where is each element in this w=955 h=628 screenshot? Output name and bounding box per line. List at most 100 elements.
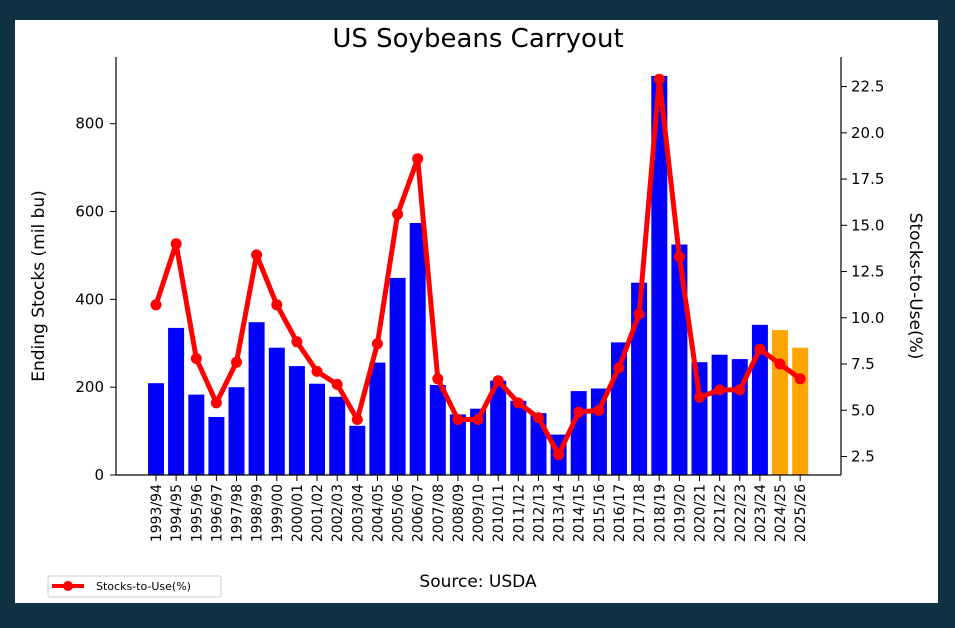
bar-2002/03 (329, 396, 346, 475)
bar-2014/15 (570, 391, 587, 475)
bar-2001/02 (309, 383, 325, 475)
bar-1997/98 (228, 387, 245, 475)
line-point-2012/13 (533, 412, 544, 424)
legend[interactable]: Stocks-to-Use(%) (47, 575, 222, 598)
x-tick-label: 2015/16 (592, 484, 608, 542)
line-point-2013/14 (553, 449, 565, 461)
right-tick-label: 12.5 (851, 263, 884, 281)
bar-2004/05 (369, 362, 386, 475)
bar-2021/22 (711, 354, 728, 475)
bar-2018/19 (651, 75, 668, 476)
line-point-1997/98 (231, 356, 242, 368)
line-point-2006/07 (412, 153, 424, 165)
x-tick-label: 2001/02 (310, 484, 326, 542)
bar-2006/07 (409, 223, 426, 475)
tick-labels: 0 200 400 600 800 2.5 5.0 7.5 10.0 12.5 15.0 17.5 20… (75, 78, 884, 543)
x-tick-label: 1993/94 (149, 484, 165, 542)
right-tick-label: 17.5 (851, 170, 884, 188)
x-tick-label: 2003/04 (350, 484, 366, 542)
line-point-2018/19 (653, 73, 665, 85)
line-point-2004/05 (371, 338, 383, 350)
line-point-1995/96 (190, 353, 202, 364)
x-tick-label: 2008/09 (451, 484, 467, 542)
x-tick-label: 1998/99 (250, 484, 266, 542)
line-point-2000/01 (291, 336, 303, 348)
line-point-2008/09 (452, 414, 464, 425)
legend-label: Stocks-to-Use(%) (96, 580, 191, 593)
line-point-2016/17 (613, 362, 625, 374)
x-tick-label: 2014/15 (572, 484, 588, 542)
line-point-2009/10 (472, 414, 484, 425)
chart-svg: US Soybeans Carryout 0 200 400 600 800 2.5 5.0… (29, 24, 925, 598)
legend-marker-swatch (63, 581, 73, 591)
line-point-1998/99 (251, 249, 263, 261)
x-tick-label: 2012/13 (532, 484, 548, 542)
right-tick-label: 7.5 (851, 355, 875, 373)
right-tick-label: 10.0 (851, 309, 884, 327)
line-point-2025/26 (794, 373, 806, 385)
line-point-2007/08 (432, 373, 444, 385)
bar-2003/04 (349, 425, 366, 475)
x-tick-label: 2017/18 (632, 484, 648, 542)
bar-2020/21 (691, 362, 708, 475)
right-tick-label: 5.0 (851, 401, 875, 419)
x-tick-label: 2020/21 (693, 484, 709, 542)
x-tick-label: 2022/23 (733, 484, 749, 542)
x-tick-label: 2019/20 (672, 484, 688, 542)
bar-2024/25 (772, 330, 788, 475)
y-axis-label-left: Ending Stocks (mil bu) (29, 190, 49, 382)
x-tick-label: 2018/19 (652, 484, 668, 542)
x-tick-label: 2005/06 (391, 484, 407, 542)
chart-title: US Soybeans Carryout (332, 24, 623, 54)
bar-2009/10 (470, 408, 487, 475)
right-tick-label: 2.5 (851, 448, 875, 466)
line-point-2017/18 (633, 308, 645, 320)
x-tick-label: 1999/00 (270, 484, 286, 542)
bar-2025/26 (792, 347, 809, 475)
line-point-2024/25 (774, 358, 786, 370)
bar-2010/11 (490, 380, 507, 475)
line-point-2019/20 (673, 251, 685, 263)
line-point-2003/04 (351, 414, 363, 425)
x-tick-label: 2010/11 (491, 484, 507, 542)
right-tick-label: 22.5 (851, 78, 884, 96)
line-point-2021/22 (714, 384, 726, 396)
legend-box (47, 575, 222, 598)
x-tick-label: 2011/12 (511, 484, 527, 542)
line-point-2022/23 (734, 384, 746, 396)
x-tick-label: 2004/05 (370, 484, 386, 542)
line-point-2020/21 (694, 391, 705, 403)
x-tick-label: 2016/17 (612, 484, 628, 542)
left-tick-label: 800 (75, 115, 104, 133)
x-tick-label: 2009/10 (471, 484, 487, 542)
bar-1996/97 (208, 417, 225, 475)
bar-2011/12 (510, 400, 527, 475)
bar-1995/96 (188, 394, 205, 475)
x-tick-label: 2024/25 (773, 484, 789, 542)
x-tick-label: 1994/95 (169, 484, 185, 542)
x-tick-label: 1997/98 (230, 484, 246, 542)
x-tick-label: 2023/24 (753, 484, 769, 542)
right-tick-label: 20.0 (851, 124, 884, 142)
bar-1993/94 (148, 383, 164, 475)
line-point-2011/12 (512, 397, 524, 409)
bar-2007/08 (429, 385, 446, 475)
y-axis-label-right: Stocks-to-Use(%) (905, 213, 925, 360)
line-point-2001/02 (311, 365, 323, 377)
left-tick-label: 600 (75, 203, 104, 221)
left-tick-label: 200 (75, 378, 104, 396)
line-point-2015/16 (593, 404, 605, 416)
chart-panel: US Soybeans Carryout 0 200 400 600 800 2.5 5.0… (15, 20, 938, 603)
line-point-2010/11 (492, 375, 504, 387)
line-series (150, 73, 806, 461)
x-tick-label: 2000/01 (290, 484, 306, 542)
left-tick-label: 0 (94, 466, 104, 484)
x-tick-label: 1995/96 (189, 484, 205, 542)
line-point-1996/97 (210, 397, 222, 409)
line-point-1994/95 (170, 238, 182, 250)
x-tick-label: 2006/07 (411, 484, 427, 542)
right-tick-label: 15.0 (851, 216, 884, 234)
x-tick-label: 2025/26 (793, 484, 809, 542)
x-tick-label: 2013/14 (552, 484, 568, 542)
bar-2008/09 (449, 414, 466, 475)
